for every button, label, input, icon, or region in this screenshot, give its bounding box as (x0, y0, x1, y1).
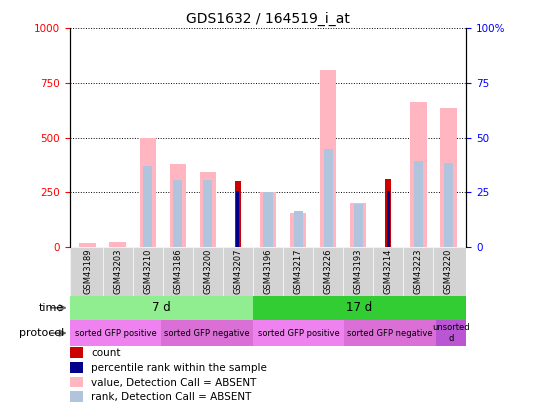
Bar (386, 191, 390, 247)
Text: protocol: protocol (19, 328, 64, 338)
Text: GSM43200: GSM43200 (203, 249, 212, 294)
Bar (260, 192, 276, 247)
Bar (79, 243, 96, 247)
Bar (70, 296, 253, 320)
Bar (235, 181, 241, 247)
Bar (414, 161, 423, 247)
Text: GSM43196: GSM43196 (264, 249, 272, 294)
Bar (253, 296, 466, 320)
Bar (344, 320, 436, 346)
Bar (70, 320, 161, 346)
Text: GSM43223: GSM43223 (414, 249, 423, 294)
Bar (169, 164, 186, 247)
Bar (109, 241, 126, 247)
Bar (236, 191, 240, 247)
Text: 17 d: 17 d (346, 301, 373, 314)
Bar (70, 377, 83, 387)
Text: GSM43186: GSM43186 (173, 249, 182, 294)
Bar (385, 179, 391, 247)
Text: GSM43214: GSM43214 (384, 249, 393, 294)
Bar (294, 211, 303, 247)
Bar (354, 205, 363, 247)
Bar (440, 108, 457, 247)
Title: GDS1632 / 164519_i_at: GDS1632 / 164519_i_at (186, 12, 350, 26)
Bar (173, 180, 182, 247)
Text: time: time (39, 303, 64, 313)
Text: sorted GFP positive: sorted GFP positive (75, 328, 157, 338)
Text: percentile rank within the sample: percentile rank within the sample (91, 363, 267, 373)
Text: unsorted
d: unsorted d (432, 324, 470, 343)
Text: GSM43226: GSM43226 (324, 249, 333, 294)
Bar (70, 362, 83, 373)
Bar (324, 149, 333, 247)
Text: sorted GFP positive: sorted GFP positive (258, 328, 339, 338)
Bar (410, 102, 427, 247)
Bar (436, 320, 466, 346)
Text: GSM43193: GSM43193 (354, 249, 363, 294)
Bar (290, 213, 306, 247)
Bar (70, 392, 83, 402)
Bar (139, 138, 156, 247)
Bar (161, 320, 253, 346)
Bar (444, 163, 453, 247)
Bar (264, 192, 272, 247)
Text: value, Detection Call = ABSENT: value, Detection Call = ABSENT (91, 378, 257, 388)
Text: 7 d: 7 d (152, 301, 170, 314)
Text: count: count (91, 348, 121, 358)
Text: rank, Detection Call = ABSENT: rank, Detection Call = ABSENT (91, 392, 251, 402)
Text: sorted GFP negative: sorted GFP negative (347, 328, 433, 338)
Bar (350, 203, 367, 247)
Text: sorted GFP negative: sorted GFP negative (164, 328, 250, 338)
Bar (70, 347, 83, 358)
Bar (143, 166, 152, 247)
Text: GSM43220: GSM43220 (444, 249, 453, 294)
Text: GSM43203: GSM43203 (113, 249, 122, 294)
Text: GSM43207: GSM43207 (234, 249, 242, 294)
Bar (320, 70, 337, 247)
Text: GSM43217: GSM43217 (294, 249, 302, 294)
Bar (203, 180, 212, 247)
Bar (253, 320, 344, 346)
Text: GSM43189: GSM43189 (83, 249, 92, 294)
Bar (199, 172, 216, 247)
Text: GSM43210: GSM43210 (143, 249, 152, 294)
